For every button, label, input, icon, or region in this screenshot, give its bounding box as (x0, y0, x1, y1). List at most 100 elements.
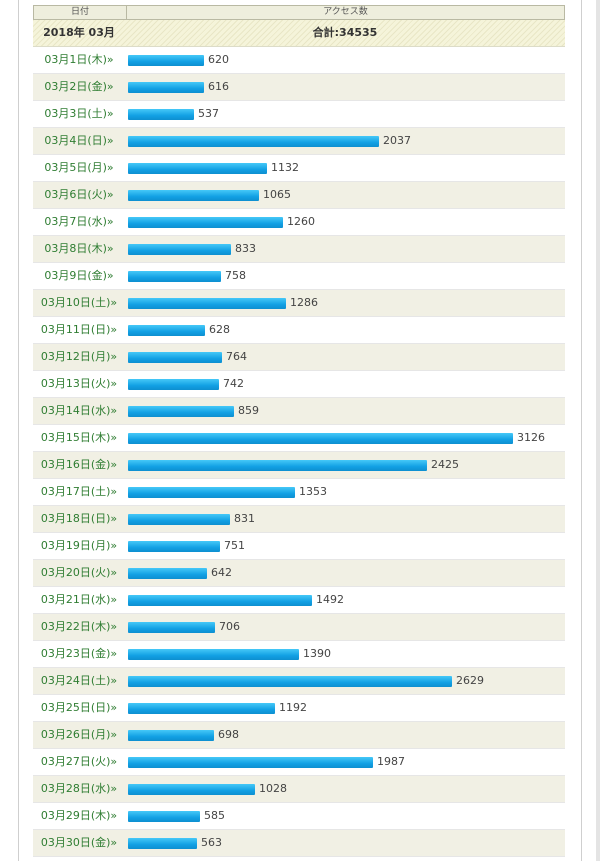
bar-cell: 563 (125, 830, 565, 856)
date-link[interactable]: 03月27日(火)» (40, 755, 118, 768)
date-link[interactable]: 03月4日(日)» (44, 134, 114, 147)
bar-cell: 859 (125, 398, 565, 424)
access-bar (128, 730, 214, 741)
bar-cell: 831 (125, 506, 565, 532)
bar-cell: 1390 (125, 641, 565, 667)
date-link[interactable]: 03月6日(火)» (44, 188, 114, 201)
access-value: 1353 (299, 485, 327, 498)
access-bar (128, 838, 197, 849)
access-bar (128, 676, 452, 687)
access-value: 698 (218, 728, 239, 741)
access-bar (128, 244, 231, 255)
table-row: 03月11日(日)» 628 (33, 317, 565, 344)
date-link[interactable]: 03月21日(水)» (40, 593, 118, 606)
access-value: 620 (208, 53, 229, 66)
date-link[interactable]: 03月12日(月)» (40, 350, 118, 363)
date-link[interactable]: 03月15日(木)» (40, 431, 118, 444)
bar-cell: 698 (125, 722, 565, 748)
table-row: 03月28日(水)» 1028 (33, 776, 565, 803)
table-row: 03月18日(日)» 831 (33, 506, 565, 533)
bar-cell: 758 (125, 263, 565, 289)
access-value: 2425 (431, 458, 459, 471)
access-bar (128, 649, 299, 660)
bar-cell: 1286 (125, 290, 565, 316)
access-bar (128, 514, 230, 525)
bar-cell: 620 (125, 47, 565, 73)
access-bar (128, 622, 215, 633)
access-bar (128, 541, 220, 552)
date-link[interactable]: 03月28日(水)» (40, 782, 118, 795)
date-link[interactable]: 03月26日(月)» (40, 728, 118, 741)
table-row: 03月22日(木)» 706 (33, 614, 565, 641)
access-value: 628 (209, 323, 230, 336)
date-link[interactable]: 03月11日(日)» (40, 323, 118, 336)
access-bar (128, 433, 513, 444)
access-value: 751 (224, 539, 245, 552)
date-link[interactable]: 03月25日(日)» (40, 701, 118, 714)
date-link[interactable]: 03月24日(土)» (40, 674, 118, 687)
access-bar (128, 136, 379, 147)
table-row: 03月29日(木)» 585 (33, 803, 565, 830)
date-link[interactable]: 03月16日(金)» (40, 458, 118, 471)
bar-cell: 1492 (125, 587, 565, 613)
access-table: 日付 アクセス数 2018年 03月 合計:34535 03月1日(木)» 620… (33, 5, 565, 857)
date-link[interactable]: 03月23日(金)» (40, 647, 118, 660)
scrollbar-edge[interactable] (596, 0, 600, 861)
access-value: 1192 (279, 701, 307, 714)
table-row: 03月9日(金)» 758 (33, 263, 565, 290)
date-link[interactable]: 03月14日(水)» (40, 404, 118, 417)
access-value: 585 (204, 809, 225, 822)
table-row: 03月16日(金)» 2425 (33, 452, 565, 479)
access-bar (128, 460, 427, 471)
access-value: 1286 (290, 296, 318, 309)
date-link[interactable]: 03月18日(日)» (40, 512, 118, 525)
table-row: 03月2日(金)» 616 (33, 74, 565, 101)
date-link[interactable]: 03月13日(火)» (40, 377, 118, 390)
access-bar (128, 568, 207, 579)
access-value: 2629 (456, 674, 484, 687)
date-link[interactable]: 03月8日(木)» (44, 242, 114, 255)
table-row: 03月23日(金)» 1390 (33, 641, 565, 668)
table-row: 03月21日(水)» 1492 (33, 587, 565, 614)
access-value: 642 (211, 566, 232, 579)
date-link[interactable]: 03月10日(土)» (40, 296, 118, 309)
date-link[interactable]: 03月22日(木)» (40, 620, 118, 633)
access-value: 2037 (383, 134, 411, 147)
date-link[interactable]: 03月17日(土)» (40, 485, 118, 498)
date-link[interactable]: 03月3日(土)» (44, 107, 114, 120)
date-link[interactable]: 03月9日(金)» (44, 269, 114, 282)
access-value: 706 (219, 620, 240, 633)
access-bar (128, 190, 259, 201)
date-link[interactable]: 03月1日(木)» (44, 53, 114, 66)
bar-cell: 642 (125, 560, 565, 586)
access-value: 3126 (517, 431, 545, 444)
access-value: 1260 (287, 215, 315, 228)
access-bar (128, 217, 283, 228)
bar-cell: 706 (125, 614, 565, 640)
date-link[interactable]: 03月7日(水)» (44, 215, 114, 228)
access-bar (128, 82, 204, 93)
table-row: 03月24日(土)» 2629 (33, 668, 565, 695)
date-link[interactable]: 03月29日(木)» (40, 809, 118, 822)
access-bar (128, 271, 221, 282)
date-link[interactable]: 03月30日(金)» (40, 836, 118, 849)
date-link[interactable]: 03月5日(月)» (44, 161, 114, 174)
date-link[interactable]: 03月2日(金)» (44, 80, 114, 93)
bar-cell: 1260 (125, 209, 565, 235)
table-row: 03月26日(月)» 698 (33, 722, 565, 749)
access-value: 859 (238, 404, 259, 417)
table-row: 03月10日(土)» 1286 (33, 290, 565, 317)
access-value: 742 (223, 377, 244, 390)
table-row: 03月13日(火)» 742 (33, 371, 565, 398)
date-link[interactable]: 03月19日(月)» (40, 539, 118, 552)
bar-cell: 2629 (125, 668, 565, 694)
bar-cell: 1987 (125, 749, 565, 775)
table-row: 03月15日(木)» 3126 (33, 425, 565, 452)
bar-cell: 628 (125, 317, 565, 343)
bar-cell: 585 (125, 803, 565, 829)
access-value: 616 (208, 80, 229, 93)
bar-cell: 1132 (125, 155, 565, 181)
access-bar (128, 703, 275, 714)
date-link[interactable]: 03月20日(火)» (40, 566, 118, 579)
access-value: 831 (234, 512, 255, 525)
